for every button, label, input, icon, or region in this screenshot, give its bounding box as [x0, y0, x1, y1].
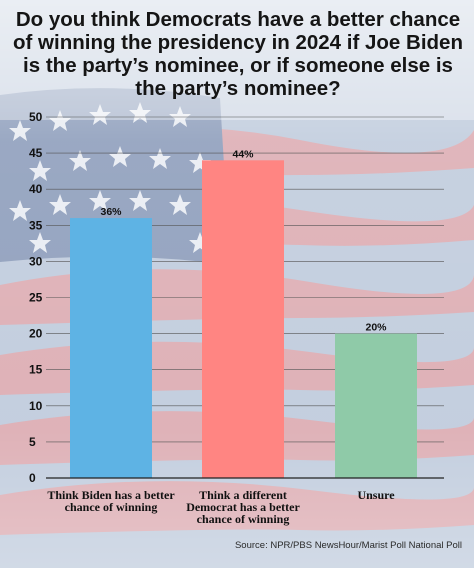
y-tick-label: 5 [29, 435, 36, 449]
category-label: Unsure [357, 488, 395, 502]
y-tick-label: 50 [29, 110, 43, 124]
category-label: chance of winning [197, 512, 290, 526]
category-label: Think a different [199, 488, 287, 502]
y-tick-label: 45 [29, 146, 43, 160]
chart-title: Do you think Democrats have a better cha… [13, 8, 463, 100]
y-tick-label: 20 [29, 327, 43, 341]
bar [335, 333, 417, 478]
category-label: chance of winning [65, 500, 158, 514]
source-note: Source: NPR/PBS NewsHour/Marist Poll Nat… [234, 540, 462, 551]
y-tick-label: 15 [29, 363, 43, 377]
y-axis-ticks: 0 5 10 15 20 25 30 35 40 45 50 [29, 110, 43, 485]
y-tick-label: 40 [29, 182, 43, 196]
data-label: 44% [232, 148, 254, 160]
y-tick-label: 10 [29, 399, 43, 413]
category-label: Democrat has a better [186, 500, 300, 514]
y-tick-label: 30 [29, 254, 43, 268]
y-tick-label: 0 [29, 471, 36, 485]
bar [202, 160, 284, 478]
data-label: 20% [365, 322, 387, 334]
bar [70, 218, 152, 478]
y-tick-label: 25 [29, 291, 43, 305]
bars [70, 160, 417, 478]
data-labels: 36% 44% 20% [100, 148, 387, 333]
y-tick-label: 35 [29, 218, 43, 232]
category-label: Think Biden has a better [47, 488, 175, 502]
data-label: 36% [100, 206, 122, 218]
